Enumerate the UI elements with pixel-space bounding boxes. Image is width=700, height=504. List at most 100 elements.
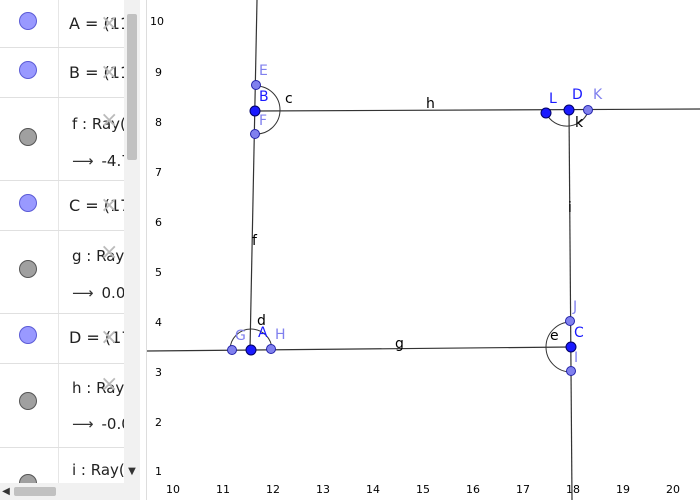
ray-h[interactable] <box>254 108 700 112</box>
angle-arc-k[interactable] <box>545 111 589 127</box>
angle-label-c: c <box>285 91 293 107</box>
visibility-toggle-cell <box>0 181 59 230</box>
point-J[interactable] <box>565 316 575 326</box>
value-text-h: -0.01 <box>101 415 124 433</box>
delete-icon[interactable]: × <box>100 11 119 36</box>
definition-f[interactable]: f : Ray(B, A) <box>72 115 124 133</box>
definition-clip: C = (17.97, 3.5) <box>58 181 124 230</box>
scroll-left-icon[interactable]: ◀ <box>2 486 10 497</box>
definition-D[interactable]: D = (17.97, 8.22) <box>69 328 124 347</box>
x-tick-label: 18 <box>566 483 580 496</box>
visibility-toggle-D[interactable] <box>19 326 37 344</box>
visibility-toggle-cell <box>0 98 59 180</box>
y-tick-label: 10 <box>150 15 164 28</box>
point-F[interactable] <box>250 129 260 139</box>
definition-clip: f : Ray(B, A) ⟶ -4.77 <box>58 98 124 180</box>
value-f: ⟶ -4.77 <box>72 152 124 170</box>
algebra-row-A[interactable]: A = (11.62, 3.45) × <box>0 0 140 48</box>
point-K[interactable] <box>583 105 593 115</box>
point-label-I: I <box>574 350 578 366</box>
point-A[interactable] <box>245 344 257 356</box>
algebra-row-D[interactable]: D = (17.97, 8.22) × <box>0 314 140 364</box>
algebra-row-h[interactable]: h : Ray(D, B) ⟶ -0.01 × <box>0 364 140 448</box>
visibility-toggle-f[interactable] <box>19 128 37 146</box>
vertical-scroll-thumb[interactable] <box>127 14 137 160</box>
scroll-down-icon[interactable]: ▼ <box>128 466 136 477</box>
delete-icon[interactable]: × <box>100 60 119 85</box>
definition-g[interactable]: g : Ray(A, C) <box>72 247 124 265</box>
ray-f[interactable] <box>249 0 258 351</box>
definition-clip: D = (17.97, 8.22) <box>58 314 124 363</box>
definition-B[interactable]: B = (11.66, 8.22) <box>69 63 124 82</box>
value-text-g: 0.01 <box>101 284 124 302</box>
point-H[interactable] <box>266 344 276 354</box>
y-tick-label: 8 <box>155 116 162 129</box>
definition-clip: i : Ray(C, D) <box>58 448 124 488</box>
y-tick-label: 9 <box>155 66 162 79</box>
angle-label-k: k <box>575 115 584 131</box>
delete-icon[interactable]: × <box>100 240 119 265</box>
point-label-J: J <box>572 299 577 315</box>
algebra-row-i[interactable]: i : Ray(C, D) <box>0 448 140 492</box>
y-tick-label: 2 <box>155 416 162 429</box>
y-tick-label: 5 <box>155 266 162 279</box>
graphics-canvas[interactable]: 10 9 8 7 6 5 4 3 2 1 10 11 12 13 14 15 1… <box>146 0 700 501</box>
definition-A[interactable]: A = (11.62, 3.45) <box>69 14 124 33</box>
y-tick-label: 4 <box>155 316 162 329</box>
definition-clip: B = (11.66, 8.22) <box>58 48 124 97</box>
point-label-E: E <box>259 63 268 79</box>
algebra-row-f[interactable]: f : Ray(B, A) ⟶ -4.77 × <box>0 98 140 181</box>
y-tick-label: 7 <box>155 166 162 179</box>
angle-label-e: e <box>550 328 559 344</box>
definition-i[interactable]: i : Ray(C, D) <box>72 461 124 479</box>
x-tick-label: 15 <box>416 483 430 496</box>
ray-g[interactable] <box>146 346 572 352</box>
point-label-F: F <box>259 113 267 129</box>
x-tick-label: 19 <box>616 483 630 496</box>
definition-h[interactable]: h : Ray(D, B) <box>72 379 124 397</box>
visibility-toggle-cell <box>0 448 59 492</box>
visibility-toggle-g[interactable] <box>19 260 37 278</box>
ray-i[interactable] <box>568 109 573 501</box>
visibility-toggle-h[interactable] <box>19 392 37 410</box>
visibility-toggle-C[interactable] <box>19 194 37 212</box>
point-L[interactable] <box>540 107 552 119</box>
delete-icon[interactable]: × <box>100 193 119 218</box>
algebra-row-B[interactable]: B = (11.66, 8.22) × <box>0 48 140 98</box>
point-G[interactable] <box>227 345 237 355</box>
x-tick-label: 11 <box>216 483 230 496</box>
angle-label-d: d <box>257 313 266 329</box>
point-label-B: B <box>259 89 269 105</box>
arrow-icon: ⟶ <box>72 152 94 170</box>
visibility-toggle-B[interactable] <box>19 61 37 79</box>
visibility-toggle-cell <box>0 364 59 447</box>
point-label-G: G <box>235 328 246 344</box>
graphics-view[interactable]: 10 9 8 7 6 5 4 3 2 1 10 11 12 13 14 15 1… <box>146 0 700 501</box>
point-C[interactable] <box>565 341 577 353</box>
x-tick-label: 10 <box>166 483 180 496</box>
point-D[interactable] <box>563 104 575 116</box>
horizontal-scroll-thumb[interactable] <box>14 487 56 496</box>
definition-clip: A = (11.62, 3.45) <box>58 0 124 47</box>
value-h: ⟶ -0.01 <box>72 415 124 433</box>
algebra-view: A = (11.62, 3.45) × B = (11.66, 8.22) × … <box>0 0 147 500</box>
point-label-A: A <box>258 325 268 341</box>
angle-arc-c[interactable] <box>255 85 281 135</box>
point-I[interactable] <box>566 366 576 376</box>
ray-label-i: i <box>568 200 572 216</box>
angle-arc-e[interactable] <box>545 321 572 373</box>
point-B[interactable] <box>249 105 261 117</box>
y-tick-label: 1 <box>155 465 162 478</box>
delete-icon[interactable]: × <box>100 108 119 133</box>
ray-label-g: g <box>395 336 404 352</box>
definition-C[interactable]: C = (17.97, 3.5) <box>69 196 124 215</box>
delete-icon[interactable]: × <box>100 372 119 397</box>
visibility-toggle-A[interactable] <box>19 12 37 30</box>
angle-arc-d[interactable] <box>229 328 273 351</box>
algebra-row-C[interactable]: C = (17.97, 3.5) × <box>0 181 140 231</box>
delete-icon[interactable]: × <box>100 325 119 350</box>
x-tick-label: 16 <box>466 483 480 496</box>
algebra-row-g[interactable]: g : Ray(A, C) ⟶ 0.01 × <box>0 231 140 314</box>
point-E[interactable] <box>251 80 261 90</box>
value-text-f: -4.77 <box>101 152 124 170</box>
